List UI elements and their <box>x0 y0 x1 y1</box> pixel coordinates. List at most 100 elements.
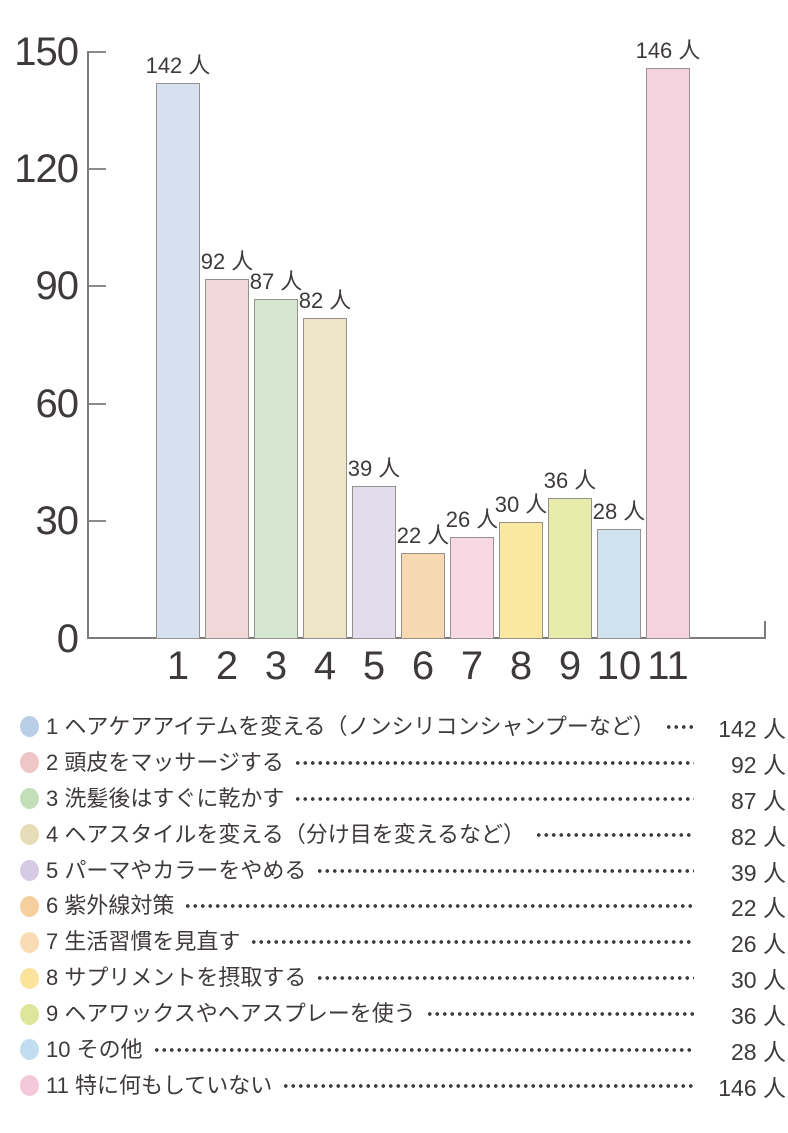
bar-value-label: 26 人 <box>445 507 499 532</box>
bar <box>450 537 494 639</box>
x-axis-label: 7 <box>460 644 484 688</box>
legend-item: 3 洗髪後はすぐに乾かす 87 人 <box>0 781 788 817</box>
legend-leader-dots <box>184 900 694 913</box>
legend-color-dot <box>20 824 39 846</box>
bar-value-label: 82 人 <box>298 288 352 313</box>
legend-item: 9 ヘアワックスやヘアスプレーを使う 36 人 <box>0 996 788 1032</box>
legend-item-value: 87 人 <box>731 787 786 814</box>
legend-leader-dots <box>316 864 694 877</box>
legend-leader-dots <box>316 972 694 985</box>
y-axis-label: 60 <box>35 382 80 426</box>
legend-color-dot <box>20 1003 39 1025</box>
x-axis-label: 9 <box>558 644 582 688</box>
y-axis-label: 90 <box>35 264 80 308</box>
legend-item-label: 4 ヘアスタイルを変える（分け目を変えるなど） <box>46 821 526 847</box>
x-axis-label: 6 <box>411 644 435 688</box>
legend-item-value: 28 人 <box>731 1038 786 1065</box>
x-axis-label: 5 <box>362 644 386 688</box>
bar <box>548 498 592 639</box>
legend-item-label: 11 特に何もしていない <box>46 1072 273 1098</box>
x-axis-label: 1 <box>166 644 190 688</box>
legend-item: 6 紫外線対策 22 人 <box>0 888 788 924</box>
y-tick-60 <box>89 403 106 405</box>
legend-item-label: 3 洗髪後はすぐに乾かす <box>46 785 285 811</box>
legend-item: 4 ヘアスタイルを変える（分け目を変えるなど） 82 人 <box>0 817 788 853</box>
x-axis-label: 8 <box>509 644 533 688</box>
legend-leader-dots <box>152 1043 694 1056</box>
legend-item-label: 9 ヘアワックスやヘアスプレーを使う <box>46 1001 416 1027</box>
legend-item: 10 その他 28 人 <box>0 1032 788 1068</box>
legend-color-dot <box>20 931 39 953</box>
bar <box>646 68 690 639</box>
legend-item-label: 8 サプリメントを摂取する <box>46 965 307 991</box>
legend-item-value: 36 人 <box>731 1003 786 1030</box>
legend-item-label: 2 頭皮をマッサージする <box>46 749 284 775</box>
legend-leader-dots <box>425 1008 694 1021</box>
legend-leader-dots <box>250 936 694 949</box>
legend-leader-dots <box>294 792 694 805</box>
x-axis-label: 2 <box>215 644 239 688</box>
legend-item-label: 7 生活習慣を見直す <box>46 929 241 955</box>
legend-item: 2 頭皮をマッサージする 92 人 <box>0 745 788 781</box>
bar-value-label: 22 人 <box>396 523 450 548</box>
legend-item-label: 5 パーマやカラーをやめる <box>46 857 307 883</box>
bar-value-label: 87 人 <box>249 269 303 294</box>
x-axis-label: 3 <box>264 644 288 688</box>
bar-value-label: 36 人 <box>543 468 597 493</box>
legend-item: 8 サプリメントを摂取する 30 人 <box>0 960 788 996</box>
y-tick-90 <box>89 285 106 287</box>
bar <box>205 279 249 639</box>
bar <box>254 299 298 639</box>
legend-item-value: 30 人 <box>731 967 786 994</box>
bar-value-label: 28 人 <box>592 499 646 524</box>
legend-item: 7 生活習慣を見直す 26 人 <box>0 924 788 960</box>
legend-item: 11 特に何もしていない 146 人 <box>0 1068 788 1104</box>
bar <box>597 529 641 639</box>
y-tick-150 <box>89 51 106 53</box>
legend-color-dot <box>20 788 39 810</box>
y-axis-label: 120 <box>14 147 79 191</box>
legend-item: 5 パーマやカラーをやめる 39 人 <box>0 853 788 889</box>
legend-item-label: 6 紫外線対策 <box>46 893 175 919</box>
legend-item: 1 ヘアケアアイテムを変える（ノンシリコンシャンプーなど） 142 人 <box>0 709 788 745</box>
legend-item-value: 142 人 <box>718 715 786 742</box>
y-axis-line <box>87 51 89 639</box>
legend-color-dot <box>20 1039 39 1061</box>
legend-leader-dots <box>293 756 694 769</box>
bar <box>352 486 396 639</box>
legend-item-label: 1 ヘアケアアイテムを変える（ノンシリコンシャンプーなど） <box>46 713 655 739</box>
bar-value-label: 39 人 <box>347 456 401 481</box>
legend-leader-dots <box>664 720 694 733</box>
bar-value-label: 30 人 <box>494 492 548 517</box>
legend-color-dot <box>20 716 39 738</box>
legend-color-dot <box>20 1075 39 1097</box>
x-axis-end-tick <box>764 621 766 637</box>
bar <box>303 318 347 639</box>
bar <box>499 522 543 639</box>
bar-value-label: 142 人 <box>145 53 211 78</box>
legend-item-value: 146 人 <box>718 1074 786 1101</box>
legend-item-label: 10 その他 <box>46 1036 143 1062</box>
legend-color-dot <box>20 967 39 989</box>
legend-color-dot <box>20 752 39 774</box>
legend-item-value: 22 人 <box>731 895 786 922</box>
legend-leader-dots <box>282 1079 694 1092</box>
bar-value-label: 146 人 <box>635 38 701 63</box>
x-axis-label: 11 <box>647 644 689 688</box>
legend: 1 ヘアケアアイテムを変える（ノンシリコンシャンプーなど） 142 人 2 頭皮… <box>0 709 788 1104</box>
y-axis-label: 30 <box>35 499 80 543</box>
legend-item-value: 92 人 <box>731 751 786 778</box>
legend-color-dot <box>20 860 39 881</box>
y-axis-label: 0 <box>56 617 79 661</box>
legend-item-value: 82 人 <box>731 823 786 850</box>
y-axis-label: 150 <box>14 30 79 74</box>
bar-value-label: 92 人 <box>200 249 254 274</box>
legend-item-value: 39 人 <box>731 859 786 886</box>
x-axis-label: 4 <box>313 644 337 688</box>
legend-item-value: 26 人 <box>731 931 786 958</box>
bar <box>401 553 445 639</box>
bar <box>156 83 200 639</box>
y-tick-30 <box>89 520 106 522</box>
y-tick-120 <box>89 168 106 170</box>
